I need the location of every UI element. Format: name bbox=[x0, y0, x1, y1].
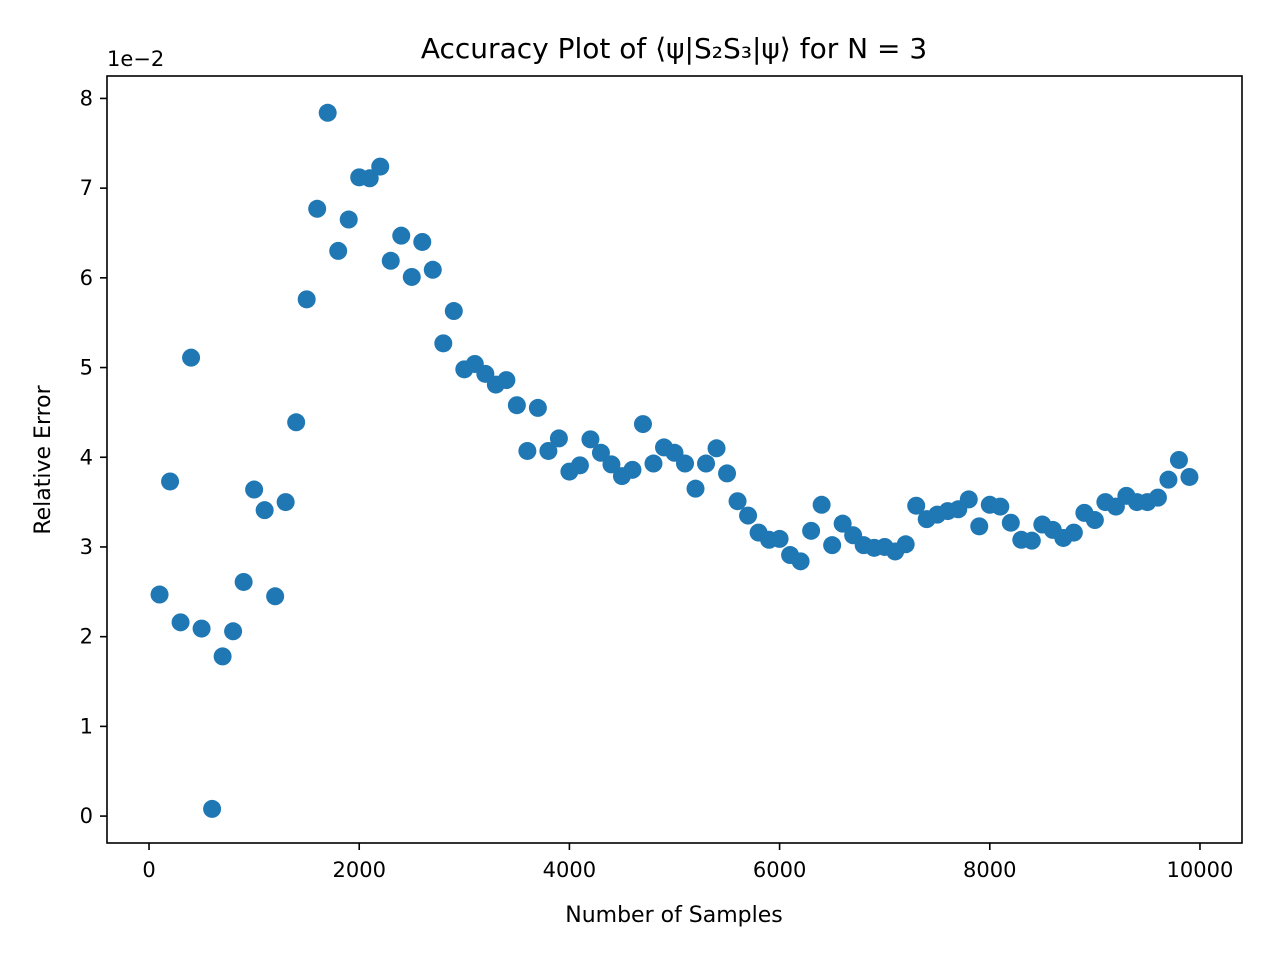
x-tick-label: 10000 bbox=[1167, 858, 1234, 882]
data-point bbox=[371, 157, 390, 176]
x-axis: 0 2000 4000 6000 8000 10000 bbox=[142, 843, 1233, 882]
data-point bbox=[507, 396, 526, 415]
data-point bbox=[970, 517, 989, 536]
data-point bbox=[182, 348, 201, 367]
x-tick-label: 0 bbox=[142, 858, 155, 882]
data-point bbox=[392, 226, 411, 245]
data-point bbox=[728, 492, 747, 511]
data-point bbox=[528, 398, 547, 417]
data-point bbox=[697, 454, 716, 473]
data-point bbox=[203, 799, 222, 818]
data-point bbox=[308, 199, 327, 218]
data-point bbox=[518, 441, 537, 460]
data-point bbox=[1169, 450, 1188, 469]
plot-frame bbox=[106, 75, 1243, 844]
data-point bbox=[1180, 467, 1199, 486]
data-point bbox=[539, 441, 558, 460]
data-point bbox=[1022, 531, 1041, 550]
data-point bbox=[266, 587, 285, 606]
data-point bbox=[1001, 513, 1020, 532]
y-tick-label: 4 bbox=[80, 445, 93, 469]
data-point bbox=[402, 267, 421, 286]
data-point bbox=[360, 169, 379, 188]
data-point bbox=[171, 613, 190, 632]
data-point bbox=[318, 103, 337, 122]
data-point bbox=[570, 456, 589, 475]
data-point bbox=[686, 479, 705, 498]
y-axis-offset-label: 1e−2 bbox=[107, 47, 164, 71]
data-point bbox=[581, 430, 600, 449]
data-point bbox=[1064, 523, 1083, 542]
data-point bbox=[245, 480, 264, 499]
data-point bbox=[497, 371, 516, 390]
y-tick-label: 1 bbox=[80, 714, 93, 738]
data-point bbox=[707, 439, 726, 458]
data-point bbox=[276, 493, 295, 512]
data-point bbox=[1159, 470, 1178, 489]
data-point bbox=[959, 490, 978, 509]
data-point bbox=[234, 572, 253, 591]
data-points bbox=[150, 103, 1199, 818]
data-point bbox=[150, 585, 169, 604]
data-point bbox=[224, 622, 243, 641]
data-point bbox=[339, 210, 358, 229]
data-point bbox=[739, 506, 758, 525]
data-point bbox=[602, 455, 621, 474]
data-point bbox=[791, 552, 810, 571]
data-point bbox=[991, 497, 1010, 516]
y-tick-label: 6 bbox=[80, 266, 93, 290]
data-point bbox=[623, 460, 642, 479]
x-tick-label: 2000 bbox=[332, 858, 385, 882]
data-point bbox=[633, 415, 652, 434]
data-point bbox=[297, 290, 316, 309]
y-axis-label: Relative Error bbox=[31, 384, 56, 534]
y-tick-label: 0 bbox=[80, 804, 93, 828]
data-point bbox=[192, 619, 211, 638]
y-tick-label: 2 bbox=[80, 625, 93, 649]
y-axis: 0 1 2 3 4 5 6 7 8 bbox=[80, 86, 107, 828]
x-tick-label: 8000 bbox=[963, 858, 1016, 882]
y-tick-label: 5 bbox=[80, 356, 93, 380]
data-point bbox=[823, 536, 842, 555]
data-point bbox=[413, 232, 432, 251]
y-tick-label: 8 bbox=[80, 86, 93, 110]
data-point bbox=[287, 413, 306, 432]
x-axis-label: Number of Samples bbox=[565, 903, 783, 928]
data-point bbox=[434, 334, 453, 353]
data-point bbox=[770, 529, 789, 548]
data-point bbox=[161, 472, 180, 491]
data-point bbox=[444, 302, 463, 321]
data-point bbox=[802, 521, 821, 540]
data-point bbox=[381, 251, 400, 270]
x-tick-label: 4000 bbox=[543, 858, 596, 882]
data-point bbox=[213, 647, 232, 666]
data-point bbox=[896, 535, 915, 554]
data-point bbox=[833, 514, 852, 533]
data-point bbox=[329, 241, 348, 260]
x-tick-label: 6000 bbox=[753, 858, 806, 882]
y-tick-label: 7 bbox=[80, 176, 93, 200]
data-point bbox=[1148, 488, 1167, 507]
data-point bbox=[676, 454, 695, 473]
data-point bbox=[591, 443, 610, 462]
data-point bbox=[423, 260, 442, 279]
data-point bbox=[644, 454, 663, 473]
data-point bbox=[718, 464, 737, 483]
chart-title: Accuracy Plot of ⟨ψ|S₂S₃|ψ⟩ for N = 3 bbox=[421, 32, 927, 65]
data-point bbox=[255, 501, 274, 520]
data-point bbox=[907, 496, 926, 515]
data-point bbox=[549, 429, 568, 448]
data-point bbox=[1085, 511, 1104, 530]
y-tick-label: 3 bbox=[80, 535, 93, 559]
data-point bbox=[812, 495, 831, 514]
